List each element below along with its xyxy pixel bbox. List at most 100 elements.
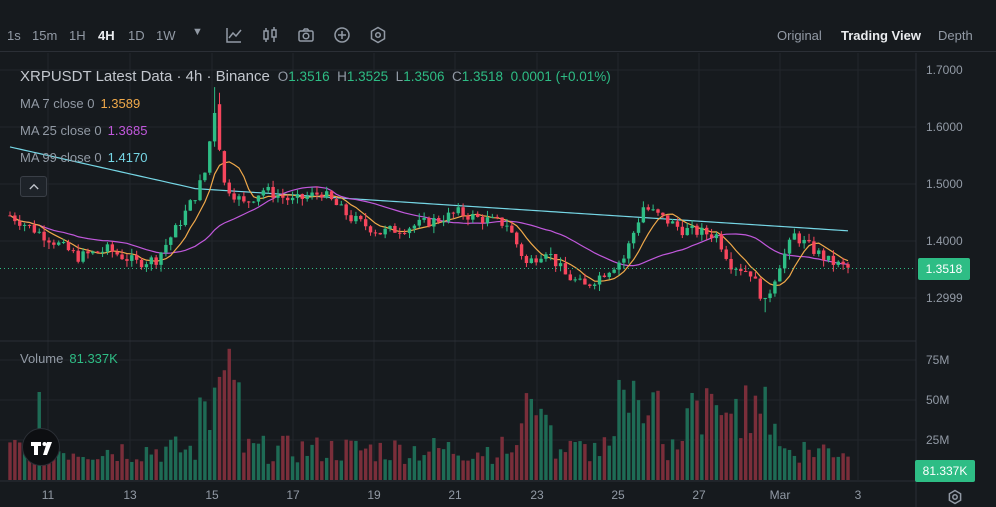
volume-bar: [510, 452, 514, 480]
settings-hex-icon[interactable]: [369, 26, 387, 44]
candle-body: [339, 204, 344, 206]
candle-type-icon[interactable]: [261, 26, 279, 44]
candle-body: [130, 255, 134, 261]
volume-bar: [549, 425, 553, 480]
gear-icon[interactable]: [946, 488, 964, 506]
candle-body: [729, 258, 733, 270]
indicator-icon[interactable]: [225, 26, 243, 44]
candle-body: [57, 242, 61, 245]
volume-bar: [451, 453, 456, 480]
candle-body: [641, 207, 646, 223]
volume-bar: [592, 442, 597, 480]
volume-bar: [807, 449, 811, 480]
candle-body: [208, 141, 212, 173]
volume-bar: [256, 443, 261, 480]
camera-icon[interactable]: [297, 26, 315, 44]
volume-bar: [432, 438, 436, 480]
volume-bar: [300, 441, 305, 480]
candle-body: [437, 218, 441, 222]
volume-bar: [553, 458, 558, 480]
volume-bar: [208, 430, 212, 480]
candle-body: [344, 204, 348, 216]
volume-bar: [188, 445, 192, 480]
candle-body: [573, 279, 577, 281]
candle-body: [222, 151, 227, 183]
time-tick-label: 15: [205, 488, 219, 502]
volume-bar: [441, 449, 446, 480]
timeframe-dropdown-icon[interactable]: ▼: [192, 26, 203, 38]
candle-body: [700, 227, 704, 235]
change-value: 0.0001 (+0.01%): [510, 69, 611, 84]
volume-bar: [198, 397, 202, 480]
candle-body: [393, 225, 397, 233]
volume-bar: [139, 461, 144, 480]
timeframe-1d[interactable]: 1D: [128, 28, 145, 43]
tab-original[interactable]: Original: [777, 28, 822, 43]
volume-bar: [485, 446, 490, 480]
timeframe-1s[interactable]: 1s: [7, 28, 21, 43]
volume-bar: [617, 379, 621, 480]
candle-body: [373, 232, 378, 234]
volume-bar: [505, 453, 509, 480]
volume-bar: [709, 393, 714, 480]
volume-bar: [597, 456, 602, 480]
ma25-legend: MA 25 close 0 1.3685: [20, 123, 147, 138]
timeframe-15m[interactable]: 15m: [32, 28, 58, 43]
candle-body: [787, 239, 792, 254]
candle-body: [334, 199, 339, 206]
candle-body: [432, 218, 436, 227]
candle-body: [349, 215, 353, 222]
candle-body: [203, 172, 207, 181]
candle-body: [524, 256, 529, 264]
candle-body: [178, 224, 183, 226]
price-tick-label: 1.2999: [926, 291, 963, 305]
volume-bar: [695, 400, 699, 480]
volume-bar: [368, 444, 373, 480]
candle-body: [398, 232, 402, 234]
candle-body: [159, 252, 163, 265]
timeframe-1h[interactable]: 1H: [69, 28, 86, 43]
volume-bar: [295, 462, 300, 480]
low-value: 1.3506: [403, 69, 445, 84]
tab-trading-view[interactable]: Trading View: [841, 28, 921, 43]
volume-bar: [178, 452, 183, 480]
ma7-legend: MA 7 close 0 1.3589: [20, 96, 140, 111]
candle-body: [446, 212, 451, 222]
candle-body: [212, 112, 217, 142]
candle-body: [173, 225, 178, 238]
volume-bar: [446, 442, 451, 480]
candle-body: [383, 228, 387, 235]
volume-bar: [183, 449, 188, 480]
volume-bar: [607, 445, 611, 480]
collapse-legend-button[interactable]: [20, 176, 47, 197]
volume-bar: [154, 449, 158, 480]
ma7-label: MA 7 close 0: [20, 96, 95, 111]
add-indicator-icon[interactable]: [333, 26, 351, 44]
candle-body: [320, 194, 324, 198]
candle-body: [456, 207, 460, 214]
tab-depth[interactable]: Depth: [938, 28, 973, 43]
volume-bar: [125, 458, 129, 480]
candle-body: [149, 257, 153, 265]
volume-bar: [310, 444, 314, 480]
volume-bar: [237, 382, 241, 480]
volume-bar: [729, 413, 733, 480]
volume-bar: [22, 444, 27, 480]
candle-body: [753, 276, 758, 279]
current-price-label: 1.3518: [918, 258, 970, 280]
volume-bar: [812, 457, 816, 480]
candle-body: [144, 264, 149, 268]
candle-body: [480, 216, 485, 224]
timeframe-1w[interactable]: 1W: [156, 28, 176, 43]
volume-bar: [495, 457, 499, 480]
volume-bar: [743, 385, 748, 480]
timeframe-4h[interactable]: 4H: [98, 28, 115, 43]
candle-body: [490, 216, 495, 218]
volume-bar: [797, 462, 801, 480]
volume-bar: [573, 442, 577, 480]
candle-body: [276, 195, 280, 198]
volume-bar: [412, 446, 417, 480]
volume-bar: [778, 446, 782, 480]
volume-bar: [203, 401, 207, 480]
